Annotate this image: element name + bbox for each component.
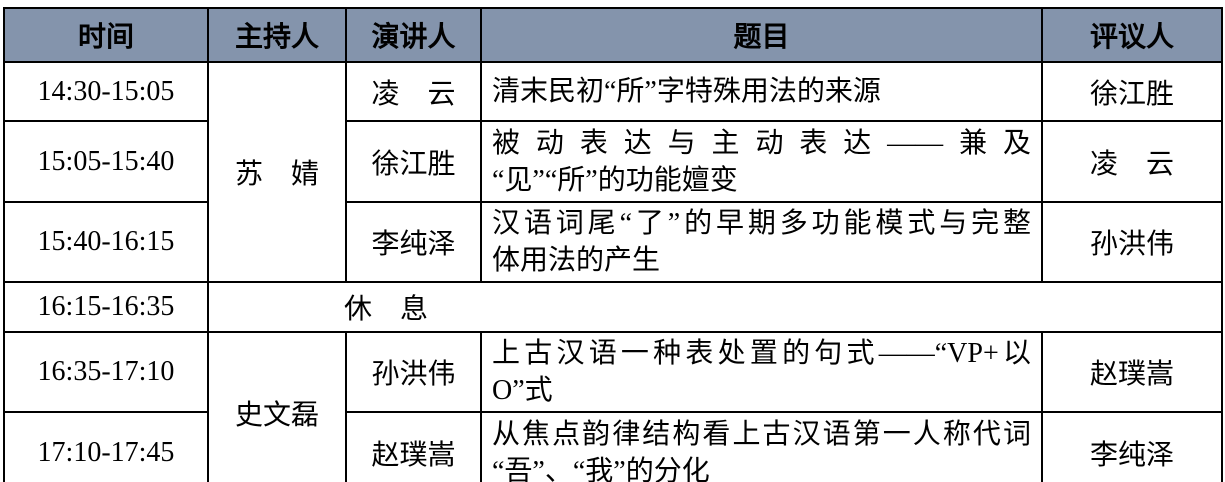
table-row: 17:10-17:45 赵璞嵩 从焦点韵律结构看上古汉语第一人称代词 “吾”、“我…: [3, 411, 1223, 482]
reviewer-cell: 孙洪伟: [1041, 201, 1223, 283]
reviewer-cell: 徐江胜: [1041, 61, 1223, 122]
header-reviewer: 评议人: [1041, 7, 1223, 63]
time-cell: 17:10-17:45: [3, 411, 209, 482]
table-row: 16:35-17:10 史文磊 孙洪伟 上古汉语一种表处置的句式——“VP+以 O…: [3, 331, 1223, 482]
host-cell: 史文磊: [207, 331, 347, 482]
break-row: 16:15-16:35 休 息: [3, 281, 1223, 333]
header-speaker: 演讲人: [345, 7, 482, 63]
schedule-table: 时间 主持人 演讲人 题目 评议人 14:30-15:05 苏 婧 凌 云 清末…: [3, 7, 1223, 482]
time-cell: 16:15-16:35: [3, 281, 209, 333]
time-cell: 14:30-15:05: [3, 61, 209, 122]
break-cell: 休 息: [207, 281, 1223, 333]
title-cell: 上古汉语一种表处置的句式——“VP+以 O”式: [480, 331, 1043, 413]
title-cell: 被动表达与主动表达——兼及 “见”“所”的功能嬗变: [480, 120, 1043, 203]
time-cell: 16:35-17:10: [3, 331, 209, 413]
title-cell: 汉语词尾“了”的早期多功能模式与完整 体用法的产生: [480, 201, 1043, 283]
speaker-cell: 孙洪伟: [345, 331, 482, 413]
speaker-cell: 赵璞嵩: [345, 411, 482, 482]
title-cell: 从焦点韵律结构看上古汉语第一人称代词 “吾”、“我”的分化: [480, 411, 1043, 482]
time-cell: 15:40-16:15: [3, 201, 209, 283]
header-title: 题目: [480, 7, 1043, 63]
header-host: 主持人: [207, 7, 347, 63]
header-time: 时间: [3, 7, 209, 63]
speaker-cell: 凌 云: [345, 61, 482, 122]
title-cell: 清末民初“所”字特殊用法的来源: [480, 61, 1043, 122]
speaker-cell: 李纯泽: [345, 201, 482, 283]
host-cell: 苏 婧: [207, 61, 347, 283]
time-cell: 15:05-15:40: [3, 120, 209, 203]
table-row: 15:05-15:40 徐江胜 被动表达与主动表达——兼及 “见”“所”的功能嬗变…: [3, 120, 1223, 203]
reviewer-cell: 赵璞嵩: [1041, 331, 1223, 413]
table-row: 14:30-15:05 苏 婧 凌 云 清末民初“所”字特殊用法的来源 徐江胜: [3, 61, 1223, 283]
reviewer-cell: 凌 云: [1041, 120, 1223, 203]
reviewer-cell: 李纯泽: [1041, 411, 1223, 482]
header-row: 时间 主持人 演讲人 题目 评议人: [3, 7, 1223, 63]
table-row: 15:40-16:15 李纯泽 汉语词尾“了”的早期多功能模式与完整 体用法的产生…: [3, 201, 1223, 283]
speaker-cell: 徐江胜: [345, 120, 482, 203]
